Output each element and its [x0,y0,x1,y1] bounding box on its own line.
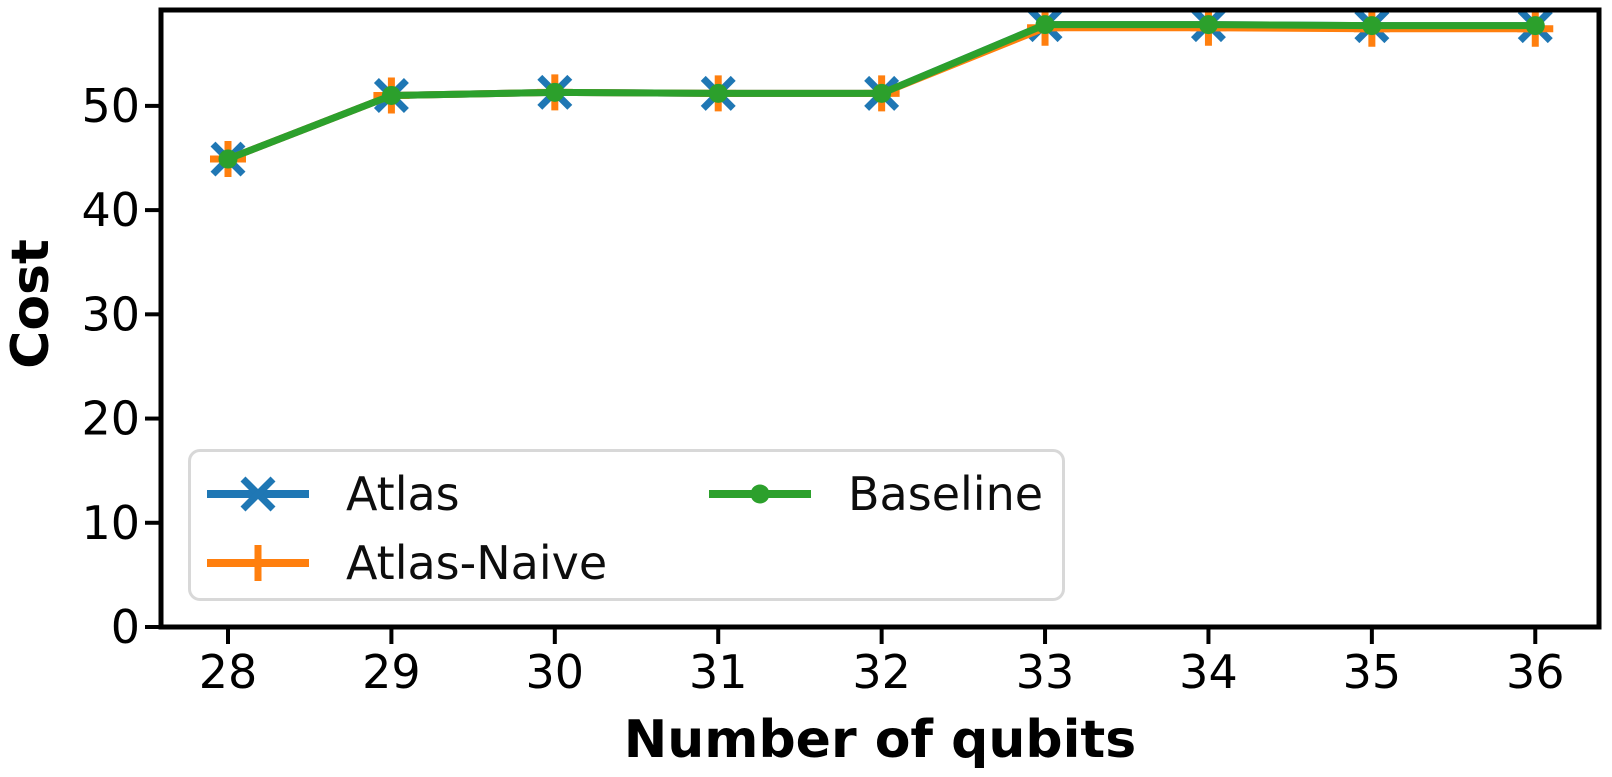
x-axis-title: Number of qubits [624,710,1137,770]
legend: Atlas Atlas-Naive Baseline [188,449,1065,601]
y-tick-label: 10 [81,496,140,550]
circle-marker [218,149,238,169]
legend-label: Baseline [848,467,1044,521]
y-tick-label: 30 [81,287,140,341]
x-tick-label: 31 [689,645,748,699]
x-tick-label: 28 [199,645,258,699]
axis-ticks: 28 29 30 31 32 33 34 35 36 0 10 20 30 40 50 [81,79,1564,699]
legend-label: Atlas [346,467,460,521]
legend-sample-x-icon [207,476,309,512]
legend-item-atlas-naive: Atlas-Naive [206,531,607,595]
x-tick-label: 35 [1343,645,1402,699]
y-tick-label: 40 [81,183,140,237]
legend-sample-plus-icon [207,545,309,581]
series-baseline [218,15,1545,169]
x-marker [240,476,276,512]
y-axis-title: Cost [1,239,61,369]
circle-marker [708,83,728,103]
circle-marker [872,83,892,103]
x-tick-label: 30 [526,645,585,699]
circle-marker [381,85,401,105]
legend-label: Atlas-Naive [346,536,608,590]
x-tick-label: 34 [1179,645,1238,699]
circle-marker [1198,15,1218,35]
x-tick-label: 36 [1506,645,1565,699]
legend-sample-circle-icon [709,484,811,504]
y-tick-label: 50 [81,79,140,133]
circle-marker [1035,15,1055,35]
circle-marker [545,82,565,102]
x-tick-label: 32 [852,645,911,699]
y-tick-label: 20 [81,392,140,446]
circle-marker [1525,16,1545,36]
y-tick-label: 0 [111,600,140,654]
circle-marker [750,484,770,504]
legend-item-baseline: Baseline [708,462,1043,526]
plot-frame [158,7,1602,630]
x-tick-label: 29 [362,645,421,699]
x-tick-label: 33 [1016,645,1075,699]
circle-marker [1362,16,1382,36]
series-layer [209,10,1554,178]
legend-item-atlas: Atlas [206,462,460,526]
